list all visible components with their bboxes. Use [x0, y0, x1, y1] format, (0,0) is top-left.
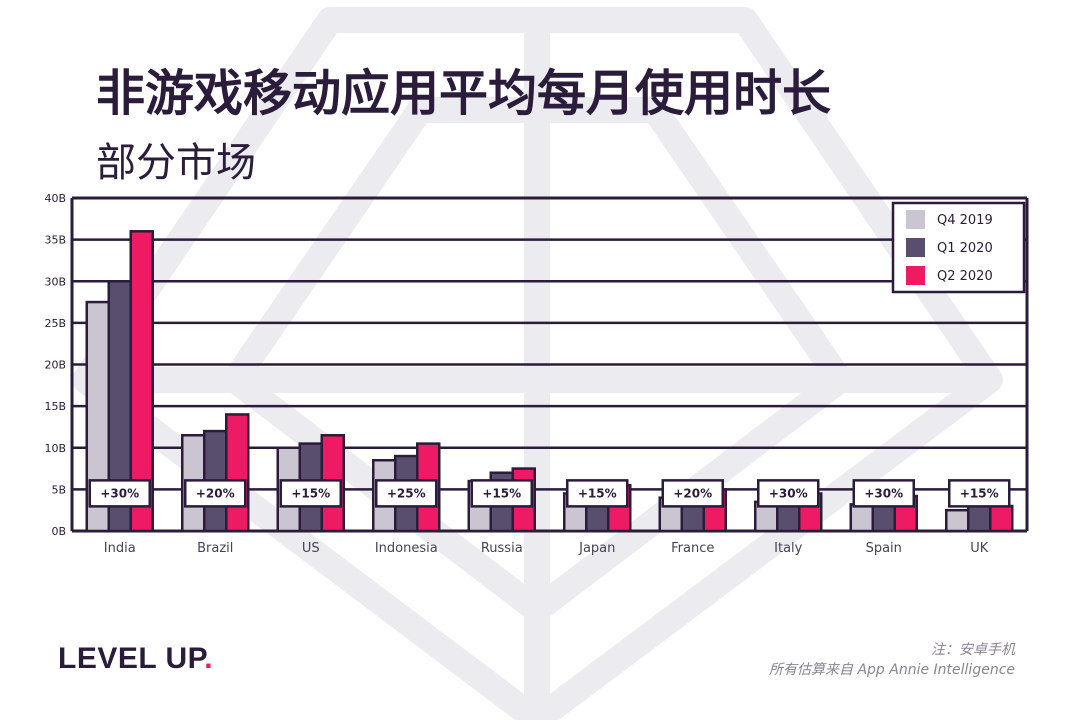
x-tick-label: Japan — [578, 541, 615, 556]
bar-q1-2020 — [967, 504, 992, 533]
x-tick-label: Spain — [866, 541, 902, 556]
growth-badge — [375, 479, 438, 508]
growth-badge — [184, 479, 247, 508]
bar-q4-2019 — [849, 503, 874, 533]
legend-label-q2-2020: Q2 2020 — [937, 269, 993, 284]
growth-label: +20% — [673, 486, 712, 500]
footnote-line-2: 所有估算来自 App Annie Intelligence — [769, 662, 1015, 678]
y-tick-label: 5B — [51, 483, 66, 496]
x-tick-label: India — [104, 541, 136, 556]
footnote-line-1: 注：安卓手机 — [931, 642, 1015, 658]
chart-subtitle: 部分市场 — [96, 140, 256, 186]
legend-swatch-q2-2020 — [906, 266, 925, 285]
growth-badge — [88, 479, 151, 508]
y-tick-label: 10B — [44, 442, 66, 455]
y-tick-label: 15B — [44, 400, 66, 413]
growth-badge — [948, 479, 1011, 508]
chart-title: 非游戏移动应用平均每月使用时长 — [96, 65, 832, 122]
growth-label: +15% — [960, 486, 999, 500]
y-tick-label: 0B — [51, 525, 66, 538]
growth-badge — [470, 479, 533, 508]
growth-label: +30% — [100, 486, 139, 500]
growth-badge — [661, 479, 724, 508]
bar-q2-2020 — [225, 413, 250, 533]
legend-swatch-q4-2019 — [906, 210, 925, 229]
growth-label: +30% — [769, 486, 808, 500]
brand-dot: . — [204, 642, 214, 675]
legend-swatch-q1-2020 — [906, 238, 925, 257]
x-tick-label: UK — [970, 541, 989, 556]
x-tick-label: France — [671, 541, 714, 556]
x-tick-label: Brazil — [197, 541, 233, 556]
brand-text: LEVEL UP — [58, 642, 205, 675]
growth-label: +15% — [291, 486, 330, 500]
bar-q2-2020 — [989, 504, 1014, 533]
source-footnote: 注：安卓手机 所有估算来自 App Annie Intelligence — [769, 640, 1015, 680]
legend-label-q1-2020: Q1 2020 — [937, 241, 993, 256]
growth-label: +15% — [578, 486, 617, 500]
bar-q2-2020 — [129, 230, 154, 533]
y-tick-label: 35B — [44, 234, 66, 247]
x-tick-label: Italy — [774, 541, 803, 556]
x-tick-label: Russia — [481, 541, 523, 556]
legend-label-q4-2019: Q4 2019 — [937, 213, 993, 228]
growth-label: +20% — [196, 486, 235, 500]
growth-label: +25% — [387, 486, 426, 500]
growth-label: +30% — [864, 486, 903, 500]
growth-badge — [279, 479, 342, 508]
x-tick-label: US — [302, 541, 320, 556]
growth-badge — [566, 479, 629, 508]
y-tick-label: 20B — [44, 359, 66, 372]
x-tick-label: Indonesia — [375, 541, 438, 556]
bar-q4-2019 — [945, 508, 970, 533]
y-tick-label: 40B — [44, 192, 66, 205]
y-tick-label: 30B — [44, 275, 66, 288]
growth-badge — [852, 479, 915, 508]
brand-logo: LEVEL UP. — [58, 642, 213, 676]
growth-label: +15% — [482, 486, 521, 500]
growth-badge — [757, 479, 820, 508]
y-tick-label: 25B — [44, 317, 66, 330]
